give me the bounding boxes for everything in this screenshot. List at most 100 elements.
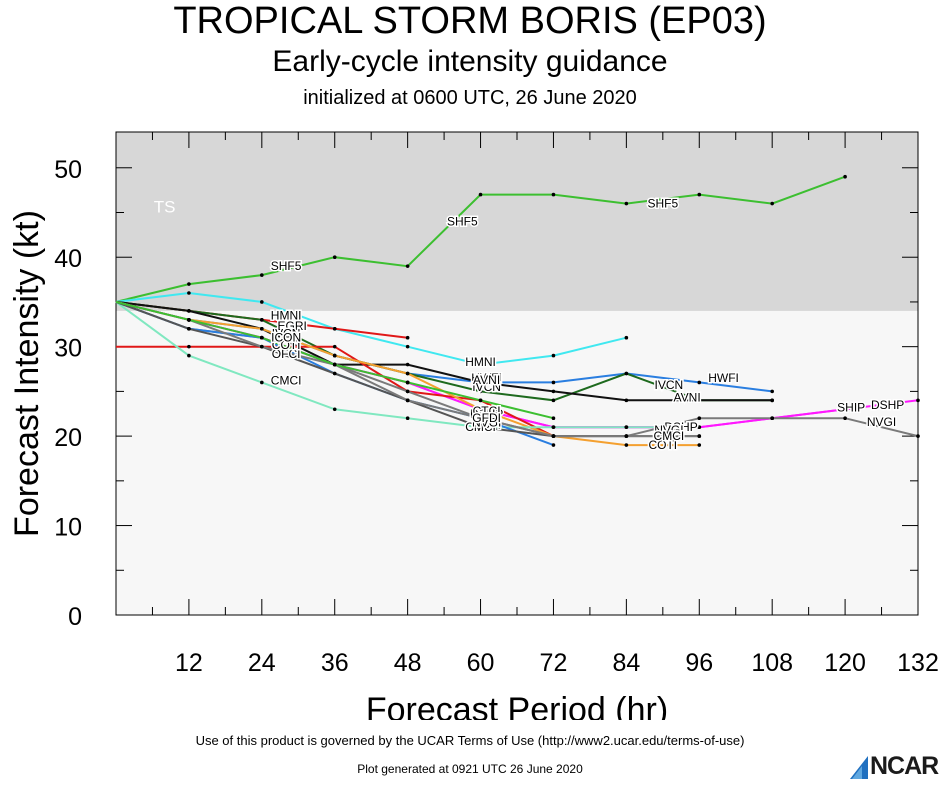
series-label: SHF5	[447, 214, 478, 228]
series-label: HMNI	[271, 308, 302, 322]
data-point	[916, 434, 920, 438]
series-label: NVGI	[472, 416, 501, 430]
x-tick-label: 96	[685, 649, 713, 677]
data-point	[916, 398, 920, 403]
data-point	[697, 416, 702, 421]
series-label: IVCN	[655, 378, 684, 392]
data-point	[260, 380, 264, 385]
data-point	[478, 362, 483, 367]
data-point	[697, 443, 702, 447]
intensity-band	[116, 132, 918, 311]
data-point	[478, 380, 483, 385]
generated-time: Plot generated at 0921 UTC 26 June 2020	[357, 762, 583, 776]
data-point	[187, 309, 191, 313]
data-point	[187, 291, 191, 295]
data-point	[187, 344, 191, 349]
ncar-logo-text: NCAR	[870, 752, 939, 780]
data-point	[187, 326, 191, 331]
data-point	[260, 344, 264, 349]
data-point	[770, 398, 774, 403]
series-label: CMCI	[654, 429, 685, 443]
series-label: CMCI	[271, 374, 302, 388]
chart-subtitle: Early-cycle intensity guidance	[272, 45, 668, 78]
x-tick-label: 108	[751, 649, 793, 677]
data-point	[478, 398, 483, 403]
data-point	[260, 335, 264, 340]
series-label: COTI	[648, 438, 677, 452]
y-tick-label: 40	[54, 245, 82, 273]
data-point	[624, 201, 629, 206]
data-point	[260, 300, 264, 304]
data-point	[697, 398, 702, 403]
data-point	[478, 192, 483, 197]
x-tick-label: 60	[467, 649, 495, 677]
data-point	[551, 192, 556, 197]
data-point	[405, 335, 410, 340]
data-point	[624, 434, 629, 438]
series-label: SHIP	[837, 400, 865, 414]
data-point	[405, 398, 410, 403]
series-label: CMCI	[465, 420, 496, 434]
x-tick-label: 36	[321, 649, 349, 677]
series-label: EGRI	[278, 319, 307, 333]
ncar-logo: NCAR	[848, 752, 940, 780]
y-tick-label: 20	[54, 424, 82, 452]
series-label: OFCI	[272, 347, 301, 361]
series-line-avni	[115, 300, 773, 402]
data-point	[843, 416, 847, 421]
data-point	[405, 371, 410, 376]
y-axis-label: Forecast Intensity (kt)	[8, 210, 46, 537]
y-tick-label: 30	[54, 335, 82, 363]
data-point	[551, 380, 556, 385]
series-label: IVCN	[272, 326, 301, 340]
x-tick-label: 24	[248, 649, 276, 677]
x-tick-label: 12	[175, 649, 203, 677]
data-point	[332, 371, 337, 376]
series-label: SHF5	[271, 259, 302, 273]
data-point	[332, 326, 337, 331]
data-point	[770, 416, 774, 421]
data-point	[332, 353, 337, 358]
x-tick-label: 48	[394, 649, 422, 677]
data-point	[624, 371, 629, 376]
data-point	[551, 416, 556, 421]
series-line-ivcn	[115, 300, 773, 402]
series-line-hmni	[115, 291, 627, 366]
series-label: NVGI	[654, 423, 683, 437]
data-point	[478, 416, 483, 421]
data-point	[405, 344, 410, 349]
y-tick-label: 0	[68, 603, 82, 631]
init-time: initialized at 0600 UTC, 26 June 2020	[303, 87, 637, 109]
series-label: IVCN	[472, 380, 501, 394]
data-point	[187, 353, 191, 358]
series-label: OFCI	[472, 413, 501, 427]
series-label: AVNI	[473, 373, 500, 387]
data-point	[405, 264, 410, 268]
data-point	[478, 389, 483, 394]
data-point	[187, 318, 191, 322]
data-point	[697, 192, 702, 197]
data-point	[551, 443, 556, 447]
series-label: GFDI	[472, 411, 501, 425]
series-label: HWFI	[708, 371, 739, 385]
data-point	[332, 255, 337, 260]
data-point	[260, 318, 264, 322]
series-label: DSHP	[664, 420, 697, 434]
data-point	[624, 425, 629, 429]
x-tick-label: 84	[612, 649, 640, 677]
data-point	[551, 389, 556, 394]
data-point	[843, 174, 847, 179]
band-label: TS	[154, 198, 176, 217]
data-point	[697, 425, 702, 429]
data-point	[405, 416, 410, 421]
data-point	[187, 282, 191, 286]
data-point	[624, 398, 629, 403]
data-point	[260, 273, 264, 277]
series-label: NVGI	[867, 415, 896, 429]
data-point	[624, 443, 629, 447]
data-point	[405, 380, 410, 385]
x-axis-label: Forecast Period (hr)	[366, 691, 668, 720]
data-point	[551, 398, 556, 403]
x-tick-label: 132	[897, 649, 939, 677]
